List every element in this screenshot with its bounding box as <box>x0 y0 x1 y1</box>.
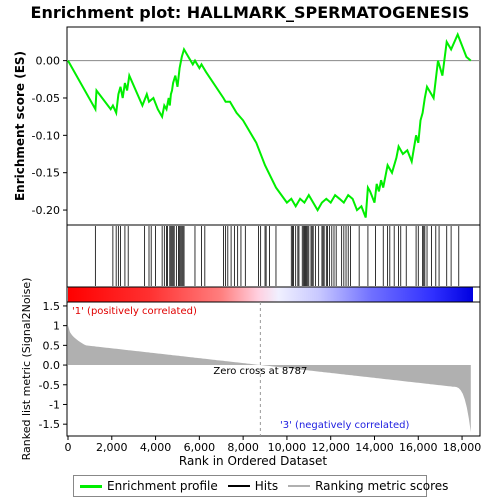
enrichment-profile-line <box>67 31 472 218</box>
rank-color-bar <box>68 287 473 302</box>
chart-title: Enrichment plot: HALLMARK_SPERMATOGENESI… <box>31 3 470 22</box>
metric-y-tick-label: 0.0 <box>43 359 61 372</box>
x-tick-label: 10,000 <box>268 441 307 454</box>
metric-y-tick-label: 1 <box>53 320 60 333</box>
es-y-tick-label: -0.10 <box>32 129 60 142</box>
zero-cross-label: Zero cross at 8787 <box>213 366 307 377</box>
es-y-axis-label: Enrichment score (ES) <box>13 51 27 201</box>
metric-y-tick-label: -1.5 <box>39 418 60 431</box>
legend: Enrichment profile Hits Ranking metric s… <box>73 475 448 497</box>
legend-item-hits: Hits <box>227 479 279 493</box>
negative-correlation-label: '3' (negatively correlated) <box>280 420 409 431</box>
legend-metric-label: Ranking metric scores <box>315 479 449 493</box>
positive-correlation-label: '1' (positively correlated) <box>72 306 197 317</box>
x-tick-label: 12,000 <box>311 441 350 454</box>
x-tick-label: 0 <box>65 441 72 454</box>
es-y-tick-label: -0.20 <box>32 204 60 217</box>
es-y-tick-label: -0.15 <box>32 167 60 180</box>
x-tick-label: 2,000 <box>96 441 128 454</box>
legend-hits-swatch <box>227 485 250 487</box>
metric-y-tick-label: 1.5 <box>43 300 61 313</box>
legend-profile-label: Enrichment profile <box>107 479 218 493</box>
x-tick-label: 18,000 <box>443 441 482 454</box>
x-tick-label: 4,000 <box>140 441 172 454</box>
es-panel <box>66 26 481 226</box>
ranking-metric-area <box>68 325 471 433</box>
legend-item-metric: Ranking metric scores <box>288 479 448 493</box>
x-tick-label: 8,000 <box>227 441 259 454</box>
metric-y-axis-label: Ranked list metric (Signal2Noise) <box>20 278 33 461</box>
es-y-tick-label: -0.05 <box>32 92 60 105</box>
x-tick-label: 16,000 <box>399 441 438 454</box>
x-tick-label: 14,000 <box>355 441 394 454</box>
legend-profile-swatch <box>80 484 102 488</box>
metric-y-tick-label: -0.5 <box>39 379 60 392</box>
legend-metric-swatch <box>288 485 311 487</box>
x-axis-label: Rank in Ordered Dataset <box>179 454 327 468</box>
metric-y-tick-label: -1 <box>49 398 60 411</box>
legend-item-profile: Enrichment profile <box>80 479 218 493</box>
metric-y-tick-label: 0.5 <box>43 339 61 352</box>
es-y-tick-label: 0.00 <box>36 55 61 68</box>
x-tick-label: 6,000 <box>184 441 216 454</box>
legend-hits-label: Hits <box>254 479 279 493</box>
